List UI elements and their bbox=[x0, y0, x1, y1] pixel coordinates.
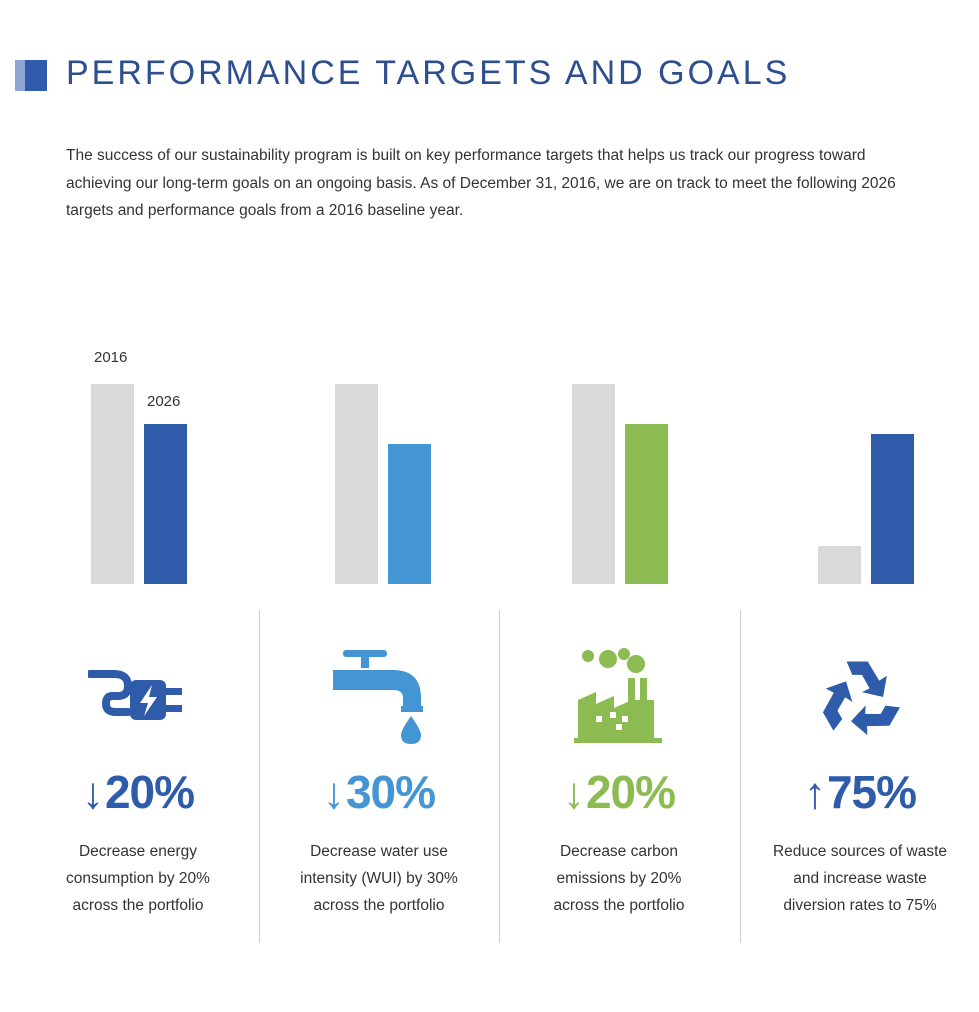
bar-2026-carbon bbox=[625, 424, 668, 584]
bar-2026-waste bbox=[871, 434, 914, 584]
arrow-down-icon: ↓ bbox=[81, 769, 104, 818]
arrow-up-icon: ↑ bbox=[803, 769, 826, 818]
column-divider bbox=[259, 610, 260, 943]
goal-stat: ↓20% bbox=[499, 764, 739, 822]
plug-icon bbox=[88, 670, 182, 720]
column-divider bbox=[499, 610, 500, 943]
goal-value: 30% bbox=[345, 766, 436, 818]
goal-description: Decrease water use intensity (WUI) by 30… bbox=[300, 843, 458, 914]
goal-energy: ↓20% Decrease energy consumption by 20% … bbox=[18, 640, 258, 919]
goal-stat: ↓30% bbox=[259, 764, 499, 822]
goal-value: 75% bbox=[826, 766, 917, 818]
goal-value: 20% bbox=[585, 766, 676, 818]
goal-description: Decrease energy consumption by 20% acros… bbox=[66, 843, 210, 914]
goal-carbon: ↓20% Decrease carbon emissions by 20% ac… bbox=[499, 640, 739, 919]
goal-description: Decrease carbon emissions by 20% across … bbox=[553, 843, 685, 914]
column-divider bbox=[740, 610, 741, 943]
legend-label-2026: 2026 bbox=[147, 393, 181, 410]
arrow-down-icon: ↓ bbox=[562, 769, 585, 818]
goal-description: Reduce sources of waste and increase was… bbox=[772, 843, 948, 914]
bar-2016-water bbox=[335, 384, 378, 584]
goal-water: ↓30% Decrease water use intensity (WUI) … bbox=[259, 640, 499, 919]
arrow-down-icon: ↓ bbox=[322, 769, 345, 818]
factory-icon bbox=[574, 648, 662, 743]
page-title: PERFORMANCE TARGETS AND GOALS bbox=[66, 54, 791, 92]
goal-waste: ↑75% Reduce sources of waste and increas… bbox=[740, 640, 979, 919]
intro-paragraph: The success of our sustainability progra… bbox=[66, 147, 896, 219]
faucet-icon bbox=[333, 650, 423, 744]
recycle-icon bbox=[822, 661, 900, 736]
goal-value: 20% bbox=[104, 766, 195, 818]
legend-label-2016: 2016 bbox=[94, 349, 128, 366]
bar-2026-energy bbox=[144, 424, 187, 584]
title-accent-mark bbox=[15, 60, 47, 91]
bar-2016-energy bbox=[91, 384, 134, 584]
bar-2016-waste bbox=[818, 546, 861, 584]
bar-2026-water bbox=[388, 444, 431, 584]
goal-stat: ↑75% bbox=[740, 764, 979, 822]
bar-2016-carbon bbox=[572, 384, 615, 584]
goal-stat: ↓20% bbox=[18, 764, 258, 822]
